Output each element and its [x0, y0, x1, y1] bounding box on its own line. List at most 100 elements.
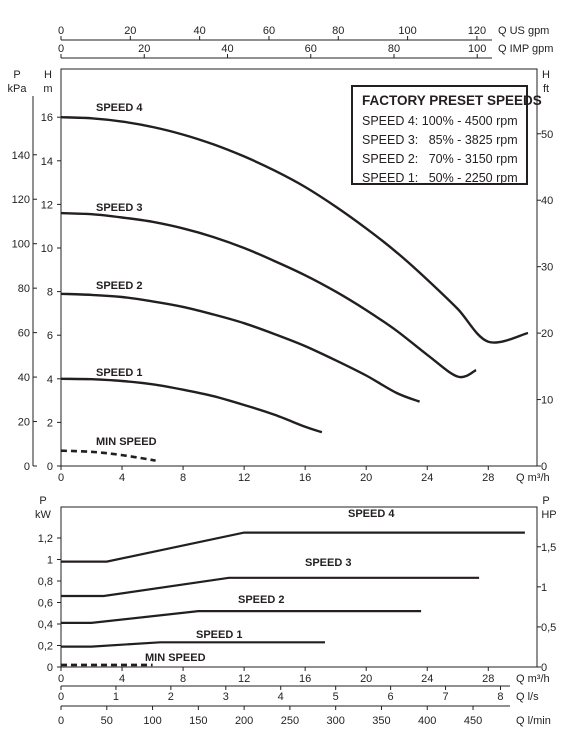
ls-tick-label: 6 — [388, 691, 394, 703]
head-m-axis-unit-bottom: m — [43, 83, 52, 95]
head-x-tick-label: 0 — [58, 472, 64, 484]
legend-title: FACTORY PRESET SPEEDS — [362, 93, 542, 108]
head-label-speed-4: SPEED 4 — [96, 102, 143, 114]
power-label-speed-4: SPEED 4 — [348, 508, 395, 520]
ls-tick-label: 7 — [442, 691, 448, 703]
head-label-min-speed: MIN SPEED — [96, 436, 157, 448]
power-hp-tick-label: 0,5 — [541, 622, 556, 634]
power-kw-tick-label: 0,2 — [38, 641, 53, 653]
head-m-tick-label: 6 — [47, 330, 53, 342]
us-gpm-axis-label: Q US gpm — [498, 25, 549, 37]
head-x-tick-label: 20 — [360, 472, 372, 484]
ls-axis-label: Q l/s — [516, 691, 539, 703]
power-hp-unit-bottom: HP — [541, 509, 556, 521]
lmin-axis-label: Q l/min — [516, 715, 551, 727]
lmin-tick-label: 0 — [58, 715, 64, 727]
legend-row-speed-3: SPEED 3: 85% - 3825 rpm — [362, 133, 518, 147]
us-gpm-tick-label: 100 — [398, 25, 416, 37]
power-curve-speed-1 — [61, 641, 325, 648]
us-gpm-tick-label: 80 — [332, 25, 344, 37]
power-kw-tick-label: 0,4 — [38, 619, 53, 631]
pressure-kpa-tick-label: 60 — [18, 328, 30, 340]
pressure-kpa-tick-label: 100 — [12, 239, 30, 251]
imp-gpm-tick-label: 20 — [138, 43, 150, 55]
ls-tick-label: 3 — [223, 691, 229, 703]
power-hp-tick-label: 1,5 — [541, 542, 556, 554]
head-ft-tick-label: 0 — [541, 461, 547, 473]
power-label-speed-2: SPEED 2 — [238, 594, 284, 606]
head-m-tick-label: 4 — [47, 374, 53, 386]
pressure-kpa-tick-label: 140 — [12, 150, 30, 162]
head-x-axis-label: Q m³/h — [516, 472, 550, 484]
ls-tick-label: 1 — [113, 691, 119, 703]
head-label-speed-1: SPEED 1 — [96, 367, 142, 379]
lmin-tick-label: 200 — [235, 715, 253, 727]
power-label-min-speed: MIN SPEED — [145, 652, 206, 664]
pressure-kpa-tick-label: 20 — [18, 417, 30, 429]
head-m-tick-label: 10 — [41, 243, 53, 255]
power-kw-tick-label: 0,6 — [38, 598, 53, 610]
lmin-tick-label: 100 — [143, 715, 161, 727]
curves-layer — [60, 116, 529, 667]
power-x-tick-label: 24 — [421, 673, 433, 685]
ls-tick-label: 4 — [278, 691, 284, 703]
legend-box — [351, 85, 528, 185]
head-ft-tick-label: 40 — [541, 195, 553, 207]
power-kw-unit-bottom: kW — [35, 509, 52, 521]
head-m-tick-label: 12 — [41, 199, 53, 211]
head-x-tick-label: 4 — [119, 472, 125, 484]
imp-gpm-axis-label: Q IMP gpm — [498, 43, 553, 55]
us-gpm-tick-label: 20 — [124, 25, 136, 37]
legend-row-speed-2: SPEED 2: 70% - 3150 rpm — [362, 152, 518, 166]
head-m-tick-label: 14 — [41, 156, 53, 168]
power-x-axis-label: Q m³/h — [516, 673, 550, 685]
lmin-tick-label: 50 — [101, 715, 113, 727]
power-kw-tick-label: 1 — [47, 555, 53, 567]
head-ft-tick-label: 20 — [541, 328, 553, 340]
head-curve-speed-1 — [60, 377, 323, 434]
head-ft-axis-unit-bottom: ft — [543, 83, 549, 95]
pressure-kpa-tick-label: 80 — [18, 283, 30, 295]
us-gpm-tick-label: 0 — [58, 25, 64, 37]
head-m-tick-label: 8 — [47, 287, 53, 299]
power-x-tick-label: 28 — [482, 673, 494, 685]
power-kw-unit-top: P — [39, 495, 46, 507]
head-x-tick-label: 12 — [238, 472, 250, 484]
us-gpm-tick-label: 120 — [468, 25, 486, 37]
head-m-axis-unit-top: H — [44, 69, 52, 81]
lmin-tick-label: 150 — [189, 715, 207, 727]
head-plot-frame — [60, 68, 538, 467]
power-hp-unit-top: P — [542, 495, 549, 507]
power-x-tick-label: 12 — [238, 673, 250, 685]
legend-row-speed-1: SPEED 1: 50% - 2250 rpm — [362, 171, 518, 185]
head-x-tick-label: 28 — [482, 472, 494, 484]
head-curve-speed-4 — [60, 116, 529, 344]
head-m-tick-label: 2 — [47, 417, 53, 429]
pressure-kpa-unit-top: P — [13, 69, 20, 81]
us-gpm-tick-label: 40 — [194, 25, 206, 37]
head-label-speed-2: SPEED 2 — [96, 280, 142, 292]
head-ft-tick-label: 10 — [541, 395, 553, 407]
curve-labels-layer: SPEED 4 SPEED 3 SPEED 2 SPEED 1 MIN SPEED SPE… — [96, 102, 395, 664]
head-ft-tick-label: 30 — [541, 262, 553, 274]
power-label-speed-1: SPEED 1 — [196, 629, 242, 641]
power-x-tick-label: 8 — [180, 673, 186, 685]
lmin-tick-label: 350 — [372, 715, 390, 727]
head-ft-axis-unit-top: H — [542, 69, 550, 81]
pressure-kpa-unit-bottom: kPa — [8, 83, 28, 95]
lmin-tick-label: 450 — [464, 715, 482, 727]
head-curve-speed-3 — [60, 211, 477, 379]
power-kw-tick-label: 0 — [47, 662, 53, 674]
head-x-tick-label: 24 — [421, 472, 433, 484]
head-ft-tick-label: 50 — [541, 129, 553, 141]
power-curve-speed-4 — [61, 531, 525, 563]
head-curve-speed-2 — [60, 292, 421, 403]
factory-preset-legend: FACTORY PRESET SPEEDS SPEED 4: 100% - 45… — [351, 85, 542, 185]
head-m-tick-label: 16 — [41, 112, 53, 124]
head-curve-min-speed — [60, 449, 156, 462]
power-x-tick-label: 4 — [119, 673, 125, 685]
power-curve-speed-3 — [61, 576, 480, 598]
power-x-tick-label: 20 — [360, 673, 372, 685]
